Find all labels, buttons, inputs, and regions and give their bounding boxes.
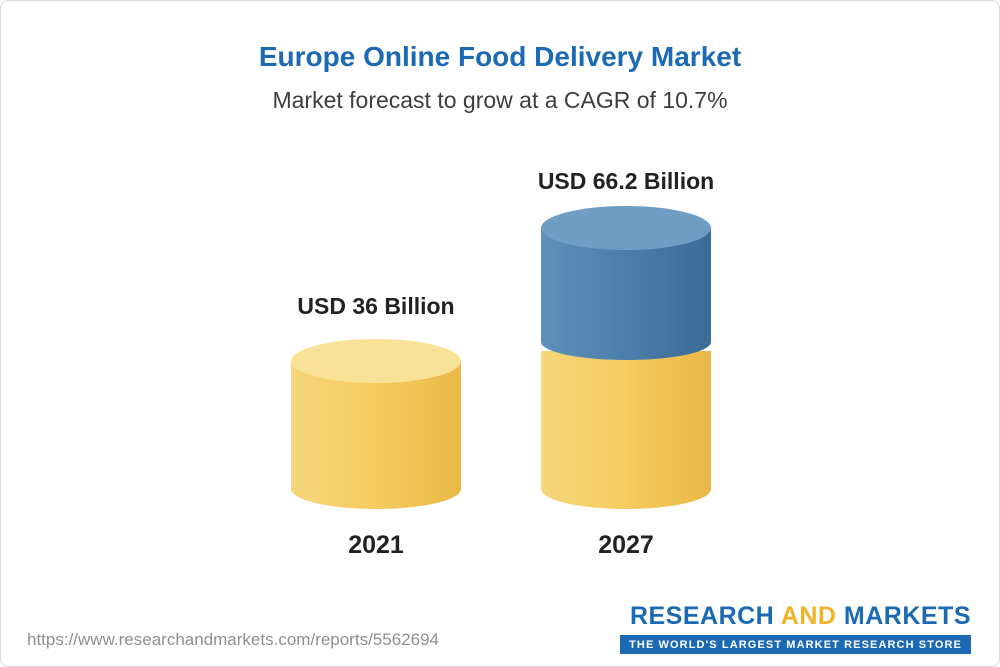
logo-word-markets: MARKETS	[843, 602, 971, 630]
bar-2021-cylinder-top	[291, 339, 461, 383]
bar-2027-value-label: USD 66.2 Billion	[537, 168, 715, 194]
bar-2027-cylinder-top-segment	[541, 228, 711, 360]
bar-2027-category-label: 2027	[598, 531, 654, 559]
bar-2021-category-label: 2021	[348, 531, 404, 559]
research-and-markets-logo: RESEARCH AND MARKETS THE WORLD'S LARGEST…	[620, 602, 971, 654]
chart-subtitle: Market forecast to grow at a CAGR of 10.…	[272, 87, 728, 113]
logo-word-and: AND	[780, 602, 837, 630]
page-title: Europe Online Food Delivery Market	[258, 41, 742, 72]
bar-2027-cylinder-bottom-segment	[541, 351, 711, 509]
source-url-link[interactable]: https://www.researchandmarkets.com/repor…	[27, 630, 439, 649]
logo-wordmark: RESEARCH AND MARKETS	[620, 602, 971, 631]
bar-2021-cylinder-body	[291, 361, 461, 509]
logo-tagline: THE WORLD'S LARGEST MARKET RESEARCH STOR…	[620, 635, 971, 654]
bar-2021-value-label: USD 36 Billion	[297, 293, 455, 319]
logo-word-research: RESEARCH	[629, 602, 775, 630]
bar-2027-cylinder-top	[541, 206, 711, 250]
